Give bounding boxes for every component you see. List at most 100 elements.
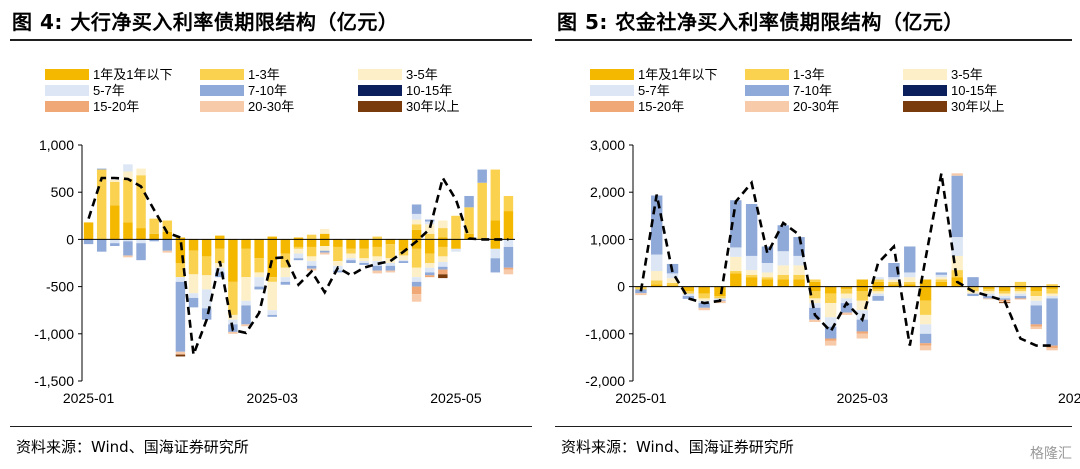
bar-segment — [372, 246, 382, 257]
bar-segment — [306, 265, 317, 269]
bar-segment — [919, 286, 932, 301]
legend-item: 10-15年 — [903, 83, 997, 98]
bar-segment — [872, 296, 884, 301]
bar-segment — [162, 220, 173, 232]
bar-segment — [824, 340, 837, 346]
bar-segment — [438, 237, 448, 240]
bar-segment — [777, 279, 789, 287]
bar-segment — [503, 267, 514, 270]
bar-segment — [424, 219, 435, 222]
bar-segment — [136, 239, 146, 244]
bar-segment — [1014, 293, 1027, 297]
bar-segment — [96, 239, 107, 252]
bar-segment — [306, 239, 317, 247]
bar-segment — [359, 261, 369, 263]
legend-label: 1-3年 — [793, 67, 825, 82]
bar-segment — [293, 239, 304, 247]
bar-segment — [280, 253, 291, 268]
bar-segment — [424, 253, 435, 263]
bar-segment — [333, 239, 343, 247]
stacked-bar-chart-rural-financial: 1年及1年以下 1-3年 3-5年 5-7年 7-10年 10-15年 15-20年 20-3… — [585, 67, 1080, 406]
bar-segment — [490, 248, 501, 259]
bar-segment — [872, 293, 884, 297]
bar-segment — [983, 291, 995, 294]
bar-segment — [730, 200, 742, 248]
legend-label: 5-7年 — [638, 83, 670, 98]
bar-segment — [888, 281, 900, 285]
bar-segment — [983, 298, 995, 300]
legend-swatch — [745, 85, 789, 96]
bar-segment — [1014, 288, 1027, 292]
bar-segment — [123, 164, 133, 172]
bar-segment — [730, 273, 742, 287]
bar-segment — [424, 275, 435, 278]
legend: 1年及1年以下 1-3年 3-5年 5-7年 7-10年 10-15年 15-20年 20-3… — [590, 67, 1004, 114]
bar-segment — [983, 296, 995, 299]
bar-segment — [967, 277, 979, 287]
legend-swatch — [903, 69, 947, 80]
bar-segment — [424, 267, 435, 273]
bar-segment — [682, 291, 695, 294]
bars — [635, 173, 1058, 351]
bar-segment — [872, 277, 884, 280]
bar-segment — [777, 225, 789, 252]
bar-segment — [424, 233, 435, 240]
bar-segment — [438, 266, 448, 270]
x-tick-label: 2025-05 — [1058, 390, 1080, 406]
bar-segment — [651, 254, 663, 272]
bar-segment — [346, 239, 356, 249]
bar-segment — [438, 256, 448, 263]
bar-segment — [385, 263, 396, 266]
bar-segment — [998, 296, 1011, 299]
bar-segment — [666, 278, 679, 283]
bar-segment — [503, 195, 514, 212]
y-tick-label: 1,000 — [39, 137, 74, 153]
bar-segment — [682, 296, 695, 299]
bar-segment — [809, 281, 821, 287]
bar-segment — [809, 303, 821, 308]
bar-segment — [188, 274, 199, 294]
bar-segment — [745, 270, 758, 275]
bar-segment — [856, 319, 869, 332]
bar-segment — [1030, 296, 1042, 301]
bar-segment — [175, 354, 186, 357]
bar-segment — [793, 265, 805, 275]
bar-segment — [201, 308, 212, 320]
bar-segment — [888, 279, 900, 282]
bar-segment — [1030, 324, 1042, 327]
bar-segment — [398, 255, 409, 261]
bar-segment — [904, 284, 916, 287]
bar-segment — [1030, 305, 1042, 325]
bar-segment — [320, 233, 330, 240]
bar-segment — [503, 246, 514, 268]
bar-segment — [919, 343, 932, 346]
bar-segment — [824, 303, 837, 318]
watermark-logo: 格隆汇 — [1030, 446, 1072, 462]
bar-segment — [840, 303, 853, 313]
bar-segment — [951, 237, 963, 256]
bar-segment — [809, 298, 821, 304]
legend-swatch — [45, 85, 89, 96]
bar-segment — [438, 269, 448, 275]
bar-segment — [824, 293, 837, 304]
x-axis: 2025-01 2025-03 2025-05 — [615, 390, 1080, 406]
bar-segment — [840, 312, 853, 315]
bar-segment — [136, 243, 146, 261]
bar-segment — [761, 263, 774, 273]
bar-segment — [666, 282, 679, 286]
bar-segment — [761, 277, 774, 280]
bar-segment — [188, 250, 199, 275]
bar-segment — [698, 286, 710, 294]
legend: 1年及1年以下 1-3年 3-5年 5-7年 7-10年 10-15年 15-20年 20-3… — [45, 67, 459, 114]
bar-segment — [241, 300, 251, 306]
bar-segment — [411, 229, 422, 240]
legend-label: 10-15年 — [406, 83, 452, 98]
bar-segment — [306, 246, 317, 257]
legend-item: 3-5年 — [358, 67, 438, 82]
legend-label: 3-5年 — [406, 67, 438, 82]
bar-segment — [254, 239, 264, 259]
bar-segment — [1014, 291, 1027, 294]
bar-segment — [411, 239, 422, 249]
bar-segment — [175, 239, 186, 263]
bar-segment — [998, 291, 1011, 294]
